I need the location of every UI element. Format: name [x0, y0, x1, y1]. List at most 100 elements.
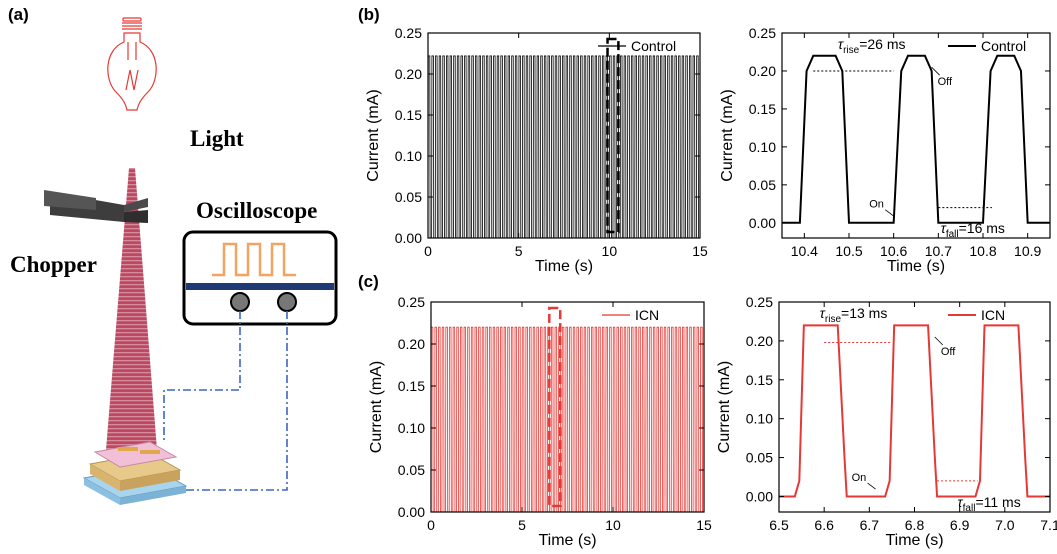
- tau-symbol: τ: [838, 36, 844, 52]
- light-beam: [106, 168, 157, 450]
- x-tick-label: 7.1: [1040, 517, 1057, 533]
- y-tick-label: 0.15: [398, 378, 425, 394]
- series-line-icn: [779, 324, 1050, 498]
- x-tick-label: 10.8: [969, 243, 996, 259]
- rise-subscript: rise: [843, 45, 860, 56]
- panel-label-b: (b): [358, 5, 380, 24]
- x-tick-label: 10.5: [835, 243, 862, 259]
- light-bulb-icon: [107, 17, 157, 111]
- x-tick-label: 6.5: [769, 517, 789, 533]
- on-arrow: [884, 209, 894, 217]
- y-tick-label: 0.20: [746, 333, 773, 349]
- y-tick-label: 0.15: [746, 372, 773, 388]
- y-tick-label: 0.05: [749, 177, 776, 193]
- x-tick-label: 10.7: [925, 243, 952, 259]
- x-axis-title: Time (s): [538, 532, 596, 549]
- chart-c-full: 0.00 0.05 0.10 0.15 0.20 0.25 0 5 10 15 Time (s) Cu…: [368, 294, 712, 549]
- x-tick-label: 0: [427, 517, 435, 533]
- fall-value: =16 ms: [959, 220, 1005, 236]
- rise-time-annotation: τrise=26 ms: [838, 36, 906, 56]
- off-arrow: [931, 66, 940, 76]
- off-arrow: [934, 336, 944, 346]
- y-axis-title: Current (mA): [368, 361, 385, 453]
- wires: [124, 311, 288, 491]
- y-tick-label: 0.25: [395, 25, 422, 41]
- on-label: On: [852, 472, 867, 484]
- oscilloscope-label: Oscilloscope: [196, 198, 317, 223]
- on-arrow: [867, 482, 876, 490]
- rise-subscript: rise: [825, 314, 842, 325]
- y-tick-label: 0.25: [746, 294, 773, 310]
- chart-b-full: 0.00 0.05 0.10 0.15 0.20 0.25 0 5 10 15 Time (s) Cu…: [365, 25, 708, 275]
- y-axis-title: Current (mA): [719, 89, 736, 181]
- y-tick-label: 0.05: [746, 450, 773, 466]
- panel-label-a: (a): [8, 5, 29, 24]
- fall-time-annotation: τfall=11 ms: [957, 494, 1020, 514]
- y-tick-label: 0.05: [398, 462, 425, 478]
- y-axis-title: Current (mA): [365, 89, 382, 181]
- legend-label: Control: [631, 38, 676, 54]
- x-tick-label: 15: [696, 517, 712, 533]
- plot-frame: [781, 32, 1051, 239]
- device-icon: [82, 441, 188, 505]
- tau-symbol: τ: [957, 494, 963, 510]
- x-tick-label: 10.6: [880, 243, 907, 259]
- rise-value: =26 ms: [859, 36, 905, 52]
- x-tick-label: 6.6: [814, 517, 834, 533]
- fall-subscript: fall: [946, 229, 959, 240]
- x-tick-label: 5: [515, 243, 523, 259]
- schematic-panel: (a) Light Chopper Oscilloscope: [8, 5, 338, 505]
- x-tick-label: 7.0: [995, 517, 1015, 533]
- x-tick-label: 10.9: [1014, 243, 1041, 259]
- on-label: On: [869, 199, 884, 211]
- panel-label-c: (c): [358, 272, 379, 291]
- chopper-icon: [44, 190, 148, 223]
- x-axis-title: Time (s): [887, 258, 945, 275]
- x-tick-label: 10: [602, 243, 618, 259]
- y-axis-title: Current (mA): [716, 361, 733, 453]
- y-tick-label: 0.15: [749, 101, 776, 117]
- chart-c-zoom: 0.00 0.05 0.10 0.15 0.20 0.25 6.5 6.6 6.7 6.8 6.9 7…: [716, 294, 1057, 549]
- x-tick-label: 0: [424, 243, 432, 259]
- chart-b-zoom: 0.00 0.05 0.10 0.15 0.20 0.25 10.4 10.5 10.6 10.7…: [719, 25, 1051, 275]
- y-tick-label: 0.00: [395, 230, 422, 246]
- zoom-highlight-box: [548, 306, 562, 508]
- y-tick-label: 0.20: [398, 336, 425, 352]
- y-tick-label: 0.00: [746, 488, 773, 504]
- off-label: Off: [941, 346, 956, 358]
- series-line-icn: [430, 326, 704, 513]
- legend-label: ICN: [981, 307, 1005, 323]
- light-label: Light: [190, 126, 244, 151]
- series-line-control: [427, 55, 700, 239]
- y-tick-label: 0.10: [746, 411, 773, 427]
- x-tick-label: 6.7: [860, 517, 880, 533]
- oscilloscope-icon: [182, 230, 338, 326]
- y-tick-label: 0.10: [749, 139, 776, 155]
- y-tick-label: 0.15: [395, 107, 422, 123]
- tau-symbol: τ: [820, 305, 826, 321]
- y-tick-label: 0.00: [398, 504, 425, 520]
- legend-label: ICN: [635, 307, 659, 323]
- plot-frame: [427, 32, 701, 239]
- series-line-control: [782, 54, 1050, 224]
- chopper-label: Chopper: [10, 252, 97, 277]
- y-tick-label: 0.25: [749, 25, 776, 41]
- y-tick-label: 0.10: [395, 148, 422, 164]
- rise-time-annotation: τrise=13 ms: [820, 305, 888, 325]
- rise-value: =13 ms: [841, 305, 887, 321]
- zoom-highlight-box: [606, 37, 620, 234]
- x-tick-label: 10.4: [791, 243, 818, 259]
- y-tick-label: 0.20: [395, 66, 422, 82]
- tau-symbol: τ: [941, 220, 947, 236]
- plot-frame: [778, 301, 1051, 513]
- plot-frame: [430, 301, 705, 513]
- fall-value: =11 ms: [975, 494, 1020, 510]
- x-tick-label: 10: [605, 517, 621, 533]
- y-tick-label: 0.05: [395, 189, 422, 205]
- x-tick-label: 15: [692, 243, 708, 259]
- x-axis-title: Time (s): [535, 258, 593, 275]
- x-tick-label: 6.8: [905, 517, 925, 533]
- y-tick-label: 0.10: [398, 420, 425, 436]
- x-tick-label: 6.9: [950, 517, 970, 533]
